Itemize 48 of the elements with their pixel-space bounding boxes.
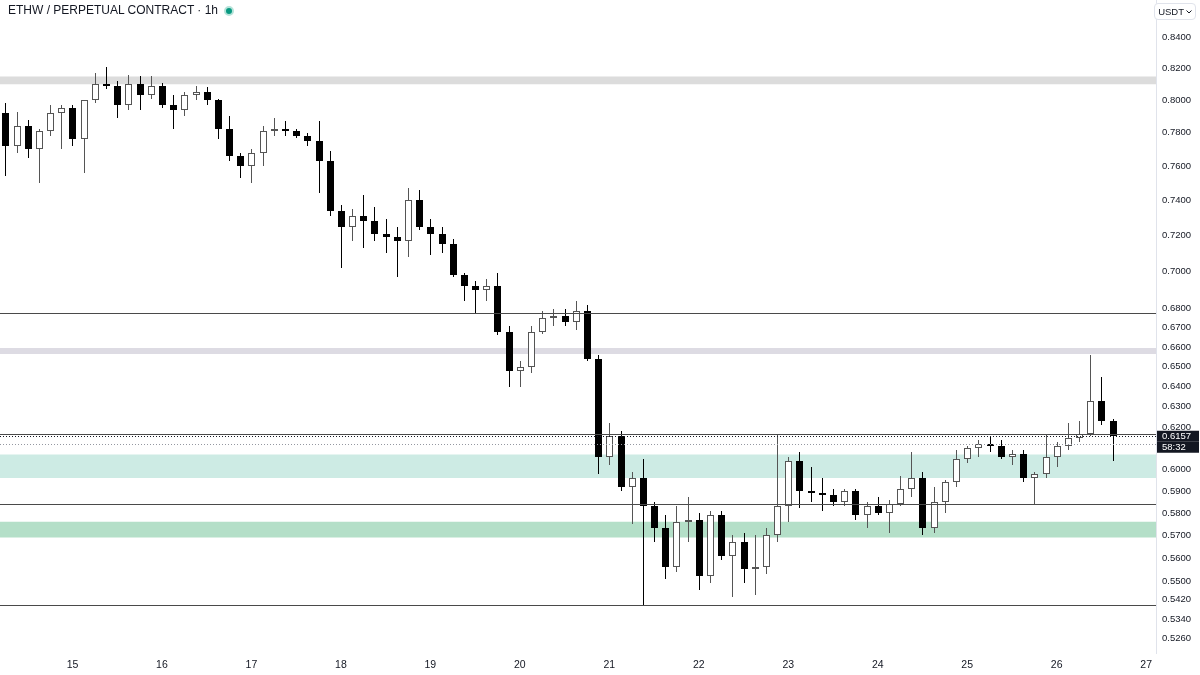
y-tick-label: 0.8200 bbox=[1162, 62, 1192, 74]
y-tick-label: 0.7400 bbox=[1162, 193, 1192, 205]
candlestick bbox=[103, 67, 110, 89]
x-tick-label: 15 bbox=[66, 658, 79, 671]
y-tick-label: 0.6200 bbox=[1162, 420, 1192, 432]
x-tick-label: 20 bbox=[514, 658, 526, 671]
y-tick-label: 0.7200 bbox=[1162, 229, 1192, 241]
y-tick-label: 0.7000 bbox=[1162, 265, 1192, 277]
y-tick-label: 0.7600 bbox=[1162, 159, 1192, 171]
y-tick-label: 0.8000 bbox=[1162, 93, 1192, 105]
x-tick-label: 27 bbox=[1140, 658, 1153, 671]
x-tick-label: 25 bbox=[961, 658, 974, 671]
x-tick-label: 16 bbox=[156, 658, 168, 671]
y-tick-label: 0.6800 bbox=[1162, 302, 1192, 314]
x-tick-label: 19 bbox=[424, 658, 437, 671]
y-axis-title: USDT bbox=[1158, 5, 1184, 18]
y-tick-label: 0.6600 bbox=[1162, 340, 1192, 352]
x-tick-label: 22 bbox=[692, 658, 705, 671]
y-tick-label: 0.7800 bbox=[1162, 126, 1192, 138]
candlestick bbox=[383, 219, 390, 253]
candlestick bbox=[752, 535, 759, 595]
y-tick-label: 0.6000 bbox=[1162, 463, 1192, 474]
y-tick-label: 0.5420 bbox=[1162, 593, 1192, 605]
candlestick bbox=[394, 227, 401, 277]
x-tick-label: 23 bbox=[782, 658, 795, 671]
y-tick-label: 0.5600 bbox=[1162, 551, 1192, 563]
x-tick-label: 21 bbox=[603, 658, 616, 671]
y-tick-label: 0.6400 bbox=[1162, 380, 1192, 392]
ref-line-label: 0.6157 bbox=[1162, 430, 1192, 442]
y-tick-label: 0.5900 bbox=[1162, 484, 1192, 496]
y-tick-label: 0.5260 bbox=[1162, 631, 1192, 643]
y-tick-label: 0.5500 bbox=[1162, 574, 1192, 586]
text: 58:32 bbox=[1162, 441, 1186, 453]
x-tick-label: 26 bbox=[1050, 658, 1063, 671]
y-tick-label: 0.5340 bbox=[1162, 612, 1192, 624]
y-tick-label: 0.8400 bbox=[1162, 31, 1192, 43]
x-tick-label: 17 bbox=[245, 658, 258, 671]
y-tick-label: 0.6700 bbox=[1162, 321, 1192, 333]
chart-title: ETHW / PERPETUAL CONTRACT · 1h bbox=[8, 3, 219, 18]
y-tick-label: 0.6300 bbox=[1162, 400, 1192, 412]
candlestick bbox=[819, 478, 826, 511]
y-tick-label: 0.6500 bbox=[1162, 360, 1192, 372]
x-tick-label: 24 bbox=[871, 658, 884, 671]
y-tick-label: 0.5700 bbox=[1162, 528, 1192, 540]
candlestick bbox=[808, 467, 815, 502]
candlestick bbox=[360, 195, 367, 248]
y-tick-label: 0.5800 bbox=[1162, 506, 1192, 518]
x-tick-label: 18 bbox=[335, 658, 347, 671]
